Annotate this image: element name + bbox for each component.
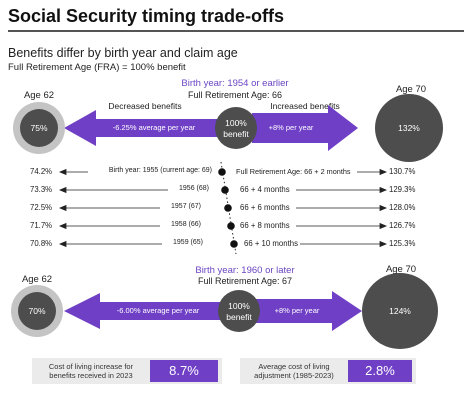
row-1-birth: Birth year: 1955 (current age: 69) xyxy=(108,167,212,174)
row-5-birth: 1959 (65) xyxy=(173,239,203,246)
row-3-fra: 66 + 6 months xyxy=(240,203,290,212)
s1-age-62: Age 62 xyxy=(23,90,55,101)
s1-center-circle xyxy=(215,107,257,149)
s1-left-arrow xyxy=(64,110,222,146)
s2-right-rate: +8% per year xyxy=(274,306,320,315)
row-2-left: 73.3% xyxy=(30,185,53,194)
row-1-right: 130.7% xyxy=(389,167,416,176)
row-1-fra: Full Retirement Age: 66 + 2 months xyxy=(236,167,351,176)
s2-left-arrow xyxy=(64,293,224,329)
s1-left-circle xyxy=(20,109,58,147)
row-3-birth: 1957 (67) xyxy=(171,203,201,210)
s1-fra: Full Retirement Age: 66 xyxy=(187,90,283,100)
s2-center-circle xyxy=(218,290,260,332)
s2-center-caption: benefit xyxy=(226,312,252,322)
s2-right-circle xyxy=(362,273,438,349)
timeline-points xyxy=(218,168,238,248)
col-line2: benefits received in 2023 xyxy=(49,371,133,380)
s1-right-value: 132% xyxy=(398,123,420,133)
row-4-right: 126.7% xyxy=(389,221,416,230)
row-4-birth: 1958 (66) xyxy=(171,221,201,228)
s2-left-rate: -6.00% average per year xyxy=(116,306,200,315)
page-title: Social Security timing trade-offs xyxy=(8,6,285,26)
row-5-left: 70.8% xyxy=(30,239,53,248)
s1-birth-year: Birth year: 1954 or earlier xyxy=(181,78,289,89)
row-4-left: 71.7% xyxy=(30,221,53,230)
s2-center-value: 100% xyxy=(228,301,250,311)
avg-box: Average cost of living adjustment (1985-… xyxy=(240,358,416,384)
row-arrows xyxy=(58,168,388,248)
s2-right-arrow xyxy=(254,291,362,331)
s2-age-62: Age 62 xyxy=(21,274,53,285)
row-4-fra: 66 + 8 months xyxy=(240,221,290,230)
row-2-birth: 1956 (68) xyxy=(179,185,209,192)
subtitle: Benefits differ by birth year and claim … xyxy=(8,46,238,60)
s1-center-caption: benefit xyxy=(223,129,249,139)
s1-increased-label: Increased benefits xyxy=(270,101,340,111)
s2-birth-year: Birth year: 1960 or later xyxy=(195,265,295,276)
s2-left-circle xyxy=(18,292,56,330)
col-line1: Cost of living increase for xyxy=(48,362,134,371)
s1-decreased-label: Decreased benefits xyxy=(108,101,182,111)
s1-age-70: Age 70 xyxy=(395,84,427,95)
row-3-right: 128.0% xyxy=(389,203,416,212)
avg-line2: adjustment (1985-2023) xyxy=(254,371,334,380)
s1-right-arrow xyxy=(252,105,358,151)
fra-note: Full Retirement Age (FRA) = 100% benefit xyxy=(8,62,186,73)
row-2-fra: 66 + 4 months xyxy=(240,185,290,194)
row-2-right: 129.3% xyxy=(389,185,416,194)
s2-left-value: 70% xyxy=(28,306,46,316)
title-divider xyxy=(8,30,464,32)
avg-line1: Average cost of living xyxy=(258,362,330,371)
row-5-fra: 66 + 10 months xyxy=(244,239,298,248)
col-box: Cost of living increase for benefits rec… xyxy=(32,358,222,384)
row-1-left: 74.2% xyxy=(30,167,53,176)
row-3-left: 72.5% xyxy=(30,203,53,212)
s1-right-rate: +8% per year xyxy=(268,123,314,132)
s1-center-value: 100% xyxy=(225,118,247,128)
col-value: 8.7% xyxy=(150,360,218,382)
s1-left-rate: -6.25% average per year xyxy=(112,123,196,132)
s2-fra: Full Retirement Age: 67 xyxy=(197,276,293,286)
s1-left-value: 75% xyxy=(30,123,48,133)
s2-right-value: 124% xyxy=(389,306,411,316)
row-5-right: 125.3% xyxy=(389,239,416,248)
s2-age-70: Age 70 xyxy=(385,264,417,275)
avg-value: 2.8% xyxy=(348,360,412,382)
s1-right-circle xyxy=(375,94,443,162)
